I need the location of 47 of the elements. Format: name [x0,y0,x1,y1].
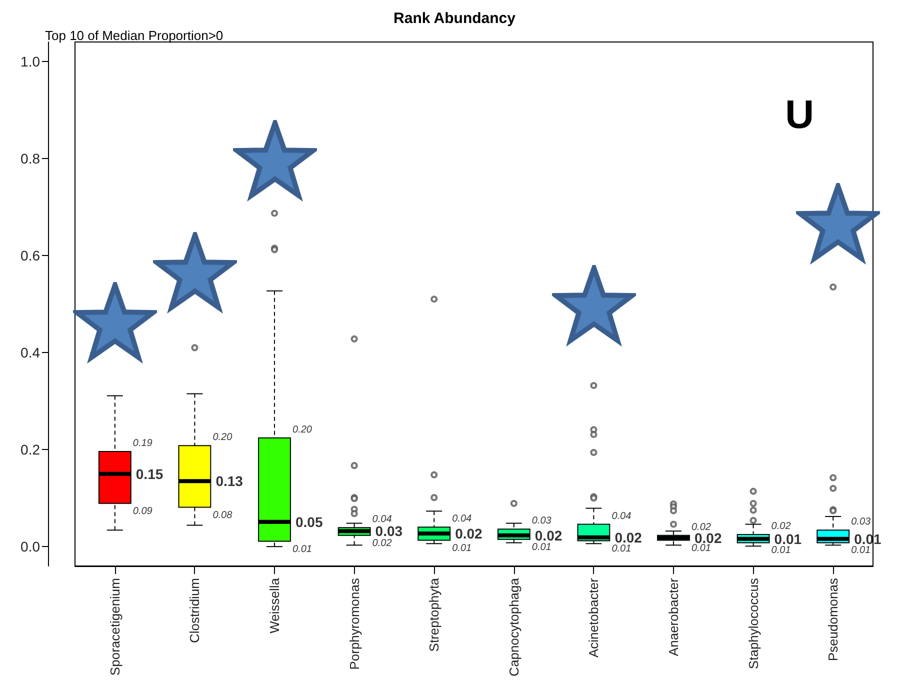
x-tick-label: Clostridium [187,578,202,644]
annotation: 0.04 [452,514,472,525]
y-tick-label: 0.0 [20,538,40,555]
annotation: 0.01 [851,545,871,556]
annotation: 0.04 [612,510,632,522]
annotation: 0.13 [216,473,244,490]
annotation: 0.01 [532,542,552,553]
annotation: 0.05 [296,514,323,530]
x-tick-label: Sporacetigenium [107,578,122,676]
annotation: 0.09 [132,506,153,517]
annotation: 0.01 [292,544,312,555]
annotation: 0.19 [132,438,153,449]
annotation: 0.02 [534,527,562,544]
annotation: 0.02 [614,529,642,546]
x-tick-label: Acinetobacter [586,577,602,658]
x-tick-label: Streptophyta [426,577,442,652]
y-tick-label: 0.8 [20,150,40,166]
annotation: 0.02 [455,525,483,542]
chart-subtitle: Top 10 of Median Proportion>0 [45,28,224,43]
annotation: 0.01 [774,530,802,547]
annotation: 0.01 [692,542,711,554]
annotation: 0.15 [136,466,164,482]
annotation: 0.03 [375,523,403,540]
y-tick-label: 0.6 [20,247,40,264]
annotation: 0.01 [612,543,632,554]
annotation: 0.20 [292,424,312,436]
annotation: 0.03 [532,516,552,527]
x-tick-label: Pseudomonas [826,578,841,662]
annotation: 0.08 [212,510,233,521]
x-tick-label: Anaerobacter [666,577,681,656]
x-tick-label: Porphyromonas [346,578,362,670]
y-tick-label: 0.4 [20,344,40,361]
annotation: 0.02 [372,538,392,549]
y-tick-label: 0.2 [20,442,40,458]
annotation: 0.03 [851,516,871,528]
x-tick-label: Staphylococcus [746,578,761,670]
x-tick-label: Weissella [267,577,282,634]
y-tick-label: 1.0 [20,53,40,70]
annotation: 0.01 [771,545,791,556]
annotation: 0.01 [452,542,472,554]
annotation: 0.04 [372,514,392,526]
chart-title: Rank Abundancy [394,10,516,27]
x-tick-label: Capnocytophaga [506,577,522,676]
annotation: U [785,93,814,137]
annotation: 0.02 [692,522,712,533]
annotation: 0.02 [771,520,792,532]
annotation: 0.20 [212,432,233,444]
